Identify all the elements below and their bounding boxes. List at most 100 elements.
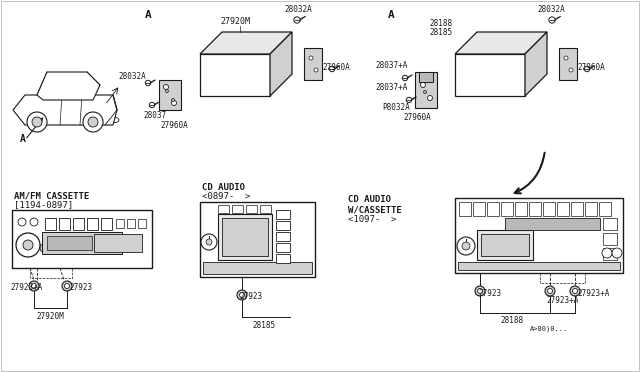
Circle shape xyxy=(424,90,426,93)
Circle shape xyxy=(545,286,555,296)
Text: 27960A: 27960A xyxy=(577,63,605,72)
Circle shape xyxy=(309,56,313,60)
Polygon shape xyxy=(455,198,623,273)
Bar xyxy=(87,218,98,230)
Circle shape xyxy=(166,90,168,93)
Polygon shape xyxy=(94,234,142,252)
Bar xyxy=(473,202,485,216)
Circle shape xyxy=(462,242,470,250)
Circle shape xyxy=(475,286,485,296)
Polygon shape xyxy=(222,218,268,256)
Circle shape xyxy=(573,289,577,294)
Polygon shape xyxy=(13,95,117,125)
Polygon shape xyxy=(415,72,437,108)
Circle shape xyxy=(83,112,103,132)
Text: 27923: 27923 xyxy=(69,283,92,292)
Bar xyxy=(603,248,617,260)
Circle shape xyxy=(201,234,217,250)
Circle shape xyxy=(477,289,483,294)
Text: 28037: 28037 xyxy=(143,111,166,120)
Text: A: A xyxy=(20,134,26,144)
Text: [1194-0897]: [1194-0897] xyxy=(14,200,73,209)
Text: P8032A: P8032A xyxy=(382,103,410,112)
Circle shape xyxy=(30,218,38,226)
Circle shape xyxy=(314,68,318,72)
Circle shape xyxy=(18,218,26,226)
Polygon shape xyxy=(525,32,547,96)
Text: 27923+A: 27923+A xyxy=(546,296,579,305)
Polygon shape xyxy=(200,32,292,54)
Text: 28185: 28185 xyxy=(429,28,452,37)
Bar xyxy=(127,219,135,228)
Bar xyxy=(218,205,229,213)
Polygon shape xyxy=(159,80,181,110)
Ellipse shape xyxy=(111,118,119,122)
Text: 28188: 28188 xyxy=(500,316,523,325)
Bar xyxy=(603,233,617,245)
Circle shape xyxy=(428,96,433,100)
Polygon shape xyxy=(481,234,529,256)
Text: 28037+A: 28037+A xyxy=(375,83,408,92)
Polygon shape xyxy=(12,210,152,268)
Text: 27923: 27923 xyxy=(478,289,501,298)
Bar xyxy=(276,243,290,252)
Circle shape xyxy=(32,117,42,127)
Circle shape xyxy=(62,281,72,291)
Circle shape xyxy=(163,84,168,90)
Bar xyxy=(232,205,243,213)
Bar xyxy=(459,202,471,216)
Circle shape xyxy=(42,246,46,250)
Polygon shape xyxy=(47,236,92,250)
Bar xyxy=(529,202,541,216)
Circle shape xyxy=(547,289,552,294)
Polygon shape xyxy=(37,72,100,100)
Text: 27920M: 27920M xyxy=(36,312,64,321)
Text: <1097-  >: <1097- > xyxy=(348,215,396,224)
Circle shape xyxy=(239,292,244,298)
Circle shape xyxy=(420,83,426,87)
Polygon shape xyxy=(505,218,600,230)
Polygon shape xyxy=(42,232,122,254)
Circle shape xyxy=(457,237,475,255)
Bar xyxy=(45,218,56,230)
Circle shape xyxy=(23,240,33,250)
Text: W/CASSETTE: W/CASSETTE xyxy=(348,205,402,214)
Bar xyxy=(276,210,290,219)
Bar xyxy=(138,219,146,228)
Circle shape xyxy=(602,248,612,258)
Text: 27960A: 27960A xyxy=(160,121,188,130)
Bar xyxy=(501,202,513,216)
Bar xyxy=(276,254,290,263)
Circle shape xyxy=(569,68,573,72)
Polygon shape xyxy=(203,262,312,274)
Text: 28032A: 28032A xyxy=(537,5,564,14)
Circle shape xyxy=(570,286,580,296)
Polygon shape xyxy=(200,54,270,96)
Text: 27960A: 27960A xyxy=(403,113,431,122)
Bar xyxy=(101,218,112,230)
Circle shape xyxy=(237,290,247,300)
Bar xyxy=(603,218,617,230)
Text: 28185: 28185 xyxy=(252,321,275,330)
Bar xyxy=(585,202,597,216)
Circle shape xyxy=(40,244,48,252)
Text: A: A xyxy=(388,10,395,20)
Text: A: A xyxy=(145,10,152,20)
Text: <0897-  >: <0897- > xyxy=(202,192,250,201)
Text: 27923+A: 27923+A xyxy=(10,283,42,292)
Bar xyxy=(116,219,124,228)
Circle shape xyxy=(27,112,47,132)
Circle shape xyxy=(206,239,212,245)
Bar xyxy=(487,202,499,216)
Circle shape xyxy=(65,283,70,289)
Bar xyxy=(73,218,84,230)
Circle shape xyxy=(564,56,568,60)
Polygon shape xyxy=(200,202,315,277)
Polygon shape xyxy=(477,230,533,260)
Text: A>80)0...: A>80)0... xyxy=(530,326,568,333)
Bar xyxy=(571,202,583,216)
Circle shape xyxy=(172,100,177,106)
Bar xyxy=(246,205,257,213)
Text: 27920M: 27920M xyxy=(220,17,250,26)
Polygon shape xyxy=(559,48,577,80)
